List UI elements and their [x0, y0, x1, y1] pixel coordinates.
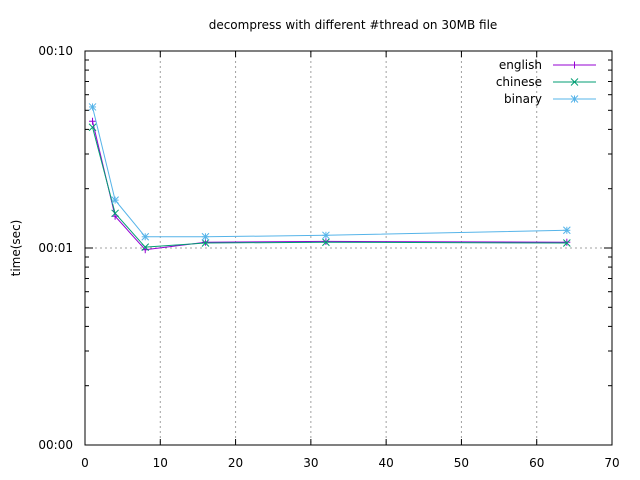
- x-tick-label: 70: [604, 456, 619, 470]
- y-tick-label: 00:10: [38, 44, 73, 58]
- data-point-binary: [562, 226, 571, 235]
- series-line-english: [92, 121, 567, 251]
- grid: [85, 51, 612, 445]
- y-axis-label: time(sec): [9, 220, 23, 277]
- legend-label: english: [499, 58, 542, 72]
- legend-marker: [570, 78, 579, 86]
- x-tick-label: 0: [81, 456, 89, 470]
- x-tick-label: 60: [529, 456, 544, 470]
- legend-marker: [570, 95, 579, 103]
- series-line-binary: [92, 106, 567, 238]
- series-english: [89, 117, 571, 254]
- x-tick-label: 10: [153, 456, 168, 470]
- x-tick-label: 50: [454, 456, 469, 470]
- data-point-chinese: [562, 239, 571, 247]
- y-tick-label: 00:01: [38, 241, 73, 255]
- data-point-english: [322, 237, 330, 245]
- series-binary: [88, 103, 571, 241]
- legend-label: chinese: [496, 75, 542, 89]
- x-tick-label: 40: [379, 456, 394, 470]
- legend: english chinese binary: [496, 58, 596, 106]
- data-point-binary: [88, 103, 97, 111]
- series-chinese: [88, 123, 571, 252]
- data-point-chinese: [111, 209, 119, 218]
- x-tick-label: 30: [303, 456, 318, 470]
- data-point-binary: [201, 232, 210, 241]
- data-point-english: [89, 117, 97, 125]
- x-tick-label: 20: [228, 456, 243, 470]
- legend-marker: [571, 61, 578, 69]
- legend-label: binary: [504, 92, 542, 106]
- axes: 0 10 20 30 40 50 60 70 00:00 00:01 00:10: [38, 44, 619, 470]
- series-layer: [88, 103, 571, 254]
- chart-title: decompress with different #thread on 30M…: [209, 18, 498, 32]
- plot-frame: [84, 50, 613, 446]
- y-tick-label: 00:00: [38, 438, 73, 452]
- legend-entry-binary: binary: [504, 92, 596, 106]
- data-point-binary: [141, 232, 150, 241]
- data-point-chinese: [322, 238, 330, 247]
- data-point-chinese: [88, 123, 97, 132]
- data-point-binary: [322, 231, 330, 240]
- legend-entry-english: english: [499, 58, 596, 72]
- data-point-binary: [111, 196, 119, 204]
- data-point-chinese: [201, 239, 210, 247]
- series-line-chinese: [92, 127, 567, 248]
- legend-entry-chinese: chinese: [496, 75, 596, 89]
- data-point-english: [563, 238, 571, 246]
- data-point-chinese: [141, 243, 150, 252]
